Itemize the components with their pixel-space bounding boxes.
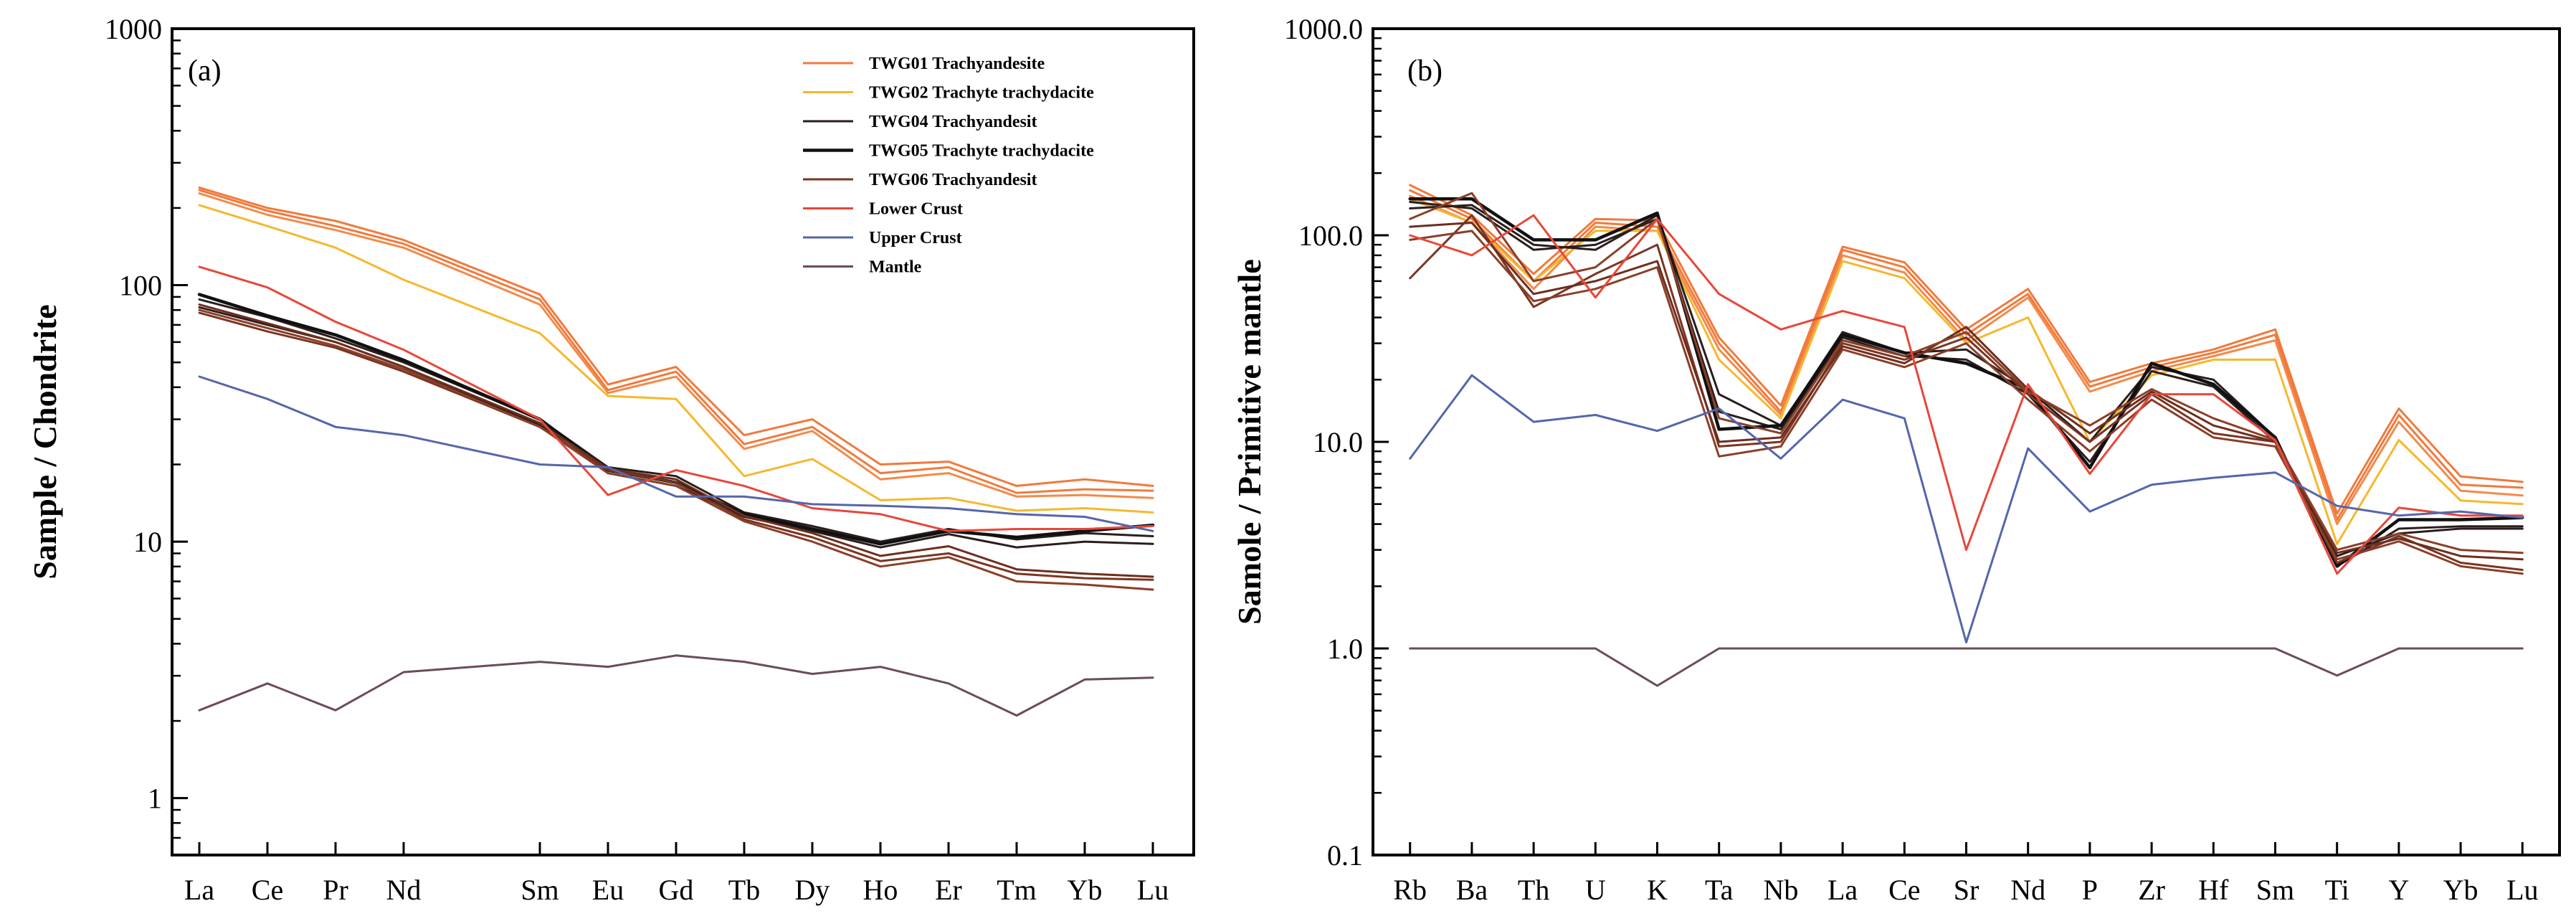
panel-b-x-tick-label-la: La [1828,874,1858,906]
panel-b-primitive-mantle-spider: 0.1 1.0 10.0 100.0 1000.0 Rb Ba Th U K Ta Nb La Ce Sr N… [1231,13,2561,906]
panel-a-series-mantle [198,654,1154,717]
panel-a-x-tick-label-ho: Ho [863,874,898,906]
panel-b-plot-frame [1372,27,2561,856]
panel-b-series-twg01-trachyandesite [1409,189,2524,521]
panel-a-x-tick-label-pr: Pr [323,874,348,906]
panel-a-label: (a) [188,55,222,88]
panel-a-series-upper-crust [198,375,1154,532]
panel-b-series-mantle [1409,647,2524,687]
panel-b-series-sample-1 [1409,184,2524,515]
panel-a-y-tick-label: 1000 [105,13,162,45]
panel-a-series-lower-crust [198,265,1154,532]
panel-a-series-twg05-trachyte-trachydacite [197,293,1155,546]
panel-a-x-tick-label-gd: Gd [659,874,694,906]
panel-b-x-tick-label-lu: Lu [2506,874,2538,906]
panel-a-series-twg02-trachyte-trachydacite [198,204,1154,514]
legend-entry-twg01-trachyandesite: TWG01 Trachyandesite [869,55,1045,73]
panel-a-series-twg01-trachyandesite [198,189,1154,494]
panel-a-series-twg06-trachyandesit [198,311,1154,581]
panel-b-x-tick-label-ti: Ti [2325,874,2349,906]
panel-b-x-tick-label-ce: Ce [1888,874,1920,906]
panel-b-x-tick-label-ta: Ta [1705,874,1734,906]
legend-entry-twg02-trachyte-trachydacite: TWG02 Trachyte trachydacite [869,84,1094,103]
panel-a-x-tick-label-eu: Eu [592,874,624,906]
panel-a-x-tick-label-sm: Sm [521,874,559,906]
panel-b-x-tick-label-rb: Rb [1393,874,1427,906]
panel-a-series-sample-8 [198,308,1154,591]
panel-a-x-tick-label-ce: Ce [252,874,283,906]
panel-b-series-lower-crust [1409,214,2524,575]
panel-b-label: (b) [1407,55,1443,88]
panel-b-x-tick-label-k: K [1647,874,1668,906]
panel-b-x-tick-label-nd: Nd [2010,874,2045,906]
panel-a-y-axis-title: Sample / Chondrite [27,304,63,579]
panel-b-series-upper-crust [1409,374,2524,643]
panel-a-x-tick-label-nd: Nd [386,874,422,906]
panel-b-y-tick-label: 1000.0 [1284,13,1363,45]
panel-b-series-twg05-trachyte-trachydacite [1408,197,2524,568]
panel-a-y-tick-label: 1 [148,783,162,815]
panel-b-x-tick-label-u: U [1585,874,1606,906]
panel-b-x-tick-label-nb: Nb [1763,874,1798,906]
panel-b-x-tick-label-yb: Yb [2443,874,2478,906]
panel-a-x-tick-label-tb: Tb [728,874,760,906]
panel-b-series-sample-8 [1409,230,2524,575]
panel-b-y-tick-label: 1.0 [1327,633,1363,665]
panel-b-x-tick-label-zr: Zr [2138,874,2165,906]
legend-entry-twg06-trachyandesit: TWG06 Trachyandesit [869,171,1037,189]
panel-b-x-tick-label-sm: Sm [2256,874,2294,906]
panel-b-x-tick-label-hf: Hf [2198,874,2229,906]
panel-a-chondrite-ree: 1 10 100 1000 La Ce Pr Nd Sm Eu Gd Tb Dy Ho Er Tm Yb Lu Sa… [27,13,1195,906]
panel-b-x-tick-label-ba: Ba [1456,874,1488,906]
panel-b-series-twg06-trachyandesit [1409,214,2524,571]
panel-a-series-sample-1 [198,186,1154,487]
legend-entry-twg05-trachyte-trachydacite: TWG05 Trachyte trachydacite [869,142,1094,161]
panel-b-y-tick-label: 0.1 [1327,839,1363,872]
legend-entry-upper-crust: Upper Crust [869,229,962,247]
panel-a-y-tick-label: 100 [119,270,162,302]
panel-b-x-tick-label-th: Th [1518,874,1549,906]
panel-a-x-tick-label-lu: Lu [1137,874,1169,906]
panel-b-y-axis-title: Samole / Primitive mantle [1231,259,1268,625]
panel-b-x-tick-label-sr: Sr [1954,874,1979,906]
panel-a-x-tick-label-yb: Yb [1068,874,1103,906]
panel-a-series-sample-2 [198,192,1154,499]
panel-b-series-sample-2 [1409,194,2524,526]
panel-b-x-tick-label-y: Y [2388,874,2409,906]
legend-entry-twg04-trachyandesit: TWG04 Trachyandesit [869,113,1037,131]
panel-a-y-tick-label: 10 [133,526,162,558]
legend-entry-lower-crust: Lower Crust [869,200,963,219]
panel-a-x-tick-label-er: Er [935,874,962,906]
panel-b-y-tick-label: 10.0 [1313,426,1363,458]
legend-entry-mantle: Mantle [869,258,922,277]
panel-a-x-tick-label-tm: Tm [997,874,1037,906]
panel-a-x-tick-label-la: La [184,874,214,906]
panel-b-series-sample-10 [1409,192,2524,554]
panel-b-series-sample-5 [1409,201,2524,557]
panel-b-x-tick-label-p: P [2082,874,2098,906]
panel-a-plot-frame [171,27,1195,856]
panel-a-x-tick-label-dy: Dy [795,874,830,906]
panel-b-series-sample-9 [1409,222,2524,561]
panel-b-y-tick-label: 100.0 [1298,219,1363,252]
